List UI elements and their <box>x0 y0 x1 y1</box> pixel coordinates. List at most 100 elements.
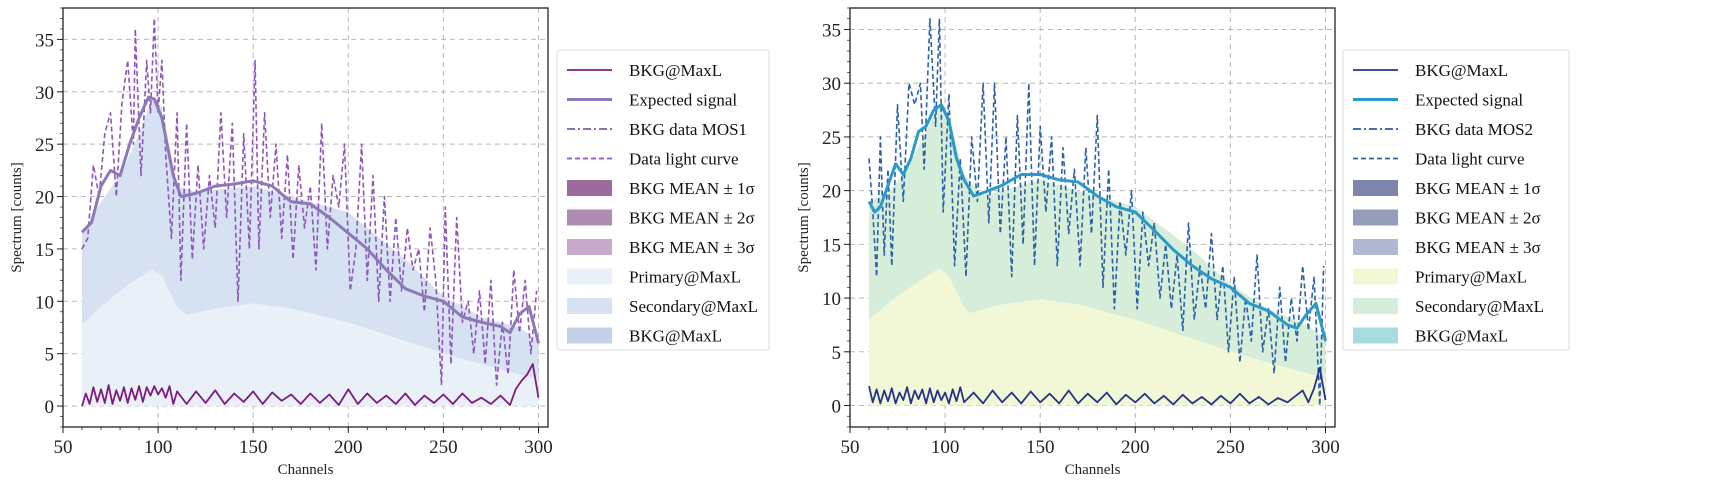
x-tick-label: 100 <box>931 437 960 458</box>
legend-label: BKG MEAN ± 3σ <box>629 238 755 257</box>
legend-frame <box>1342 49 1570 351</box>
legend-label: BKG@MaxL <box>629 61 722 80</box>
legend-swatch <box>567 209 612 226</box>
legend-swatch <box>1353 180 1398 196</box>
legend-swatch <box>1353 209 1398 226</box>
legend-label: BKG@MaxL <box>1415 61 1508 80</box>
primary-area <box>82 269 539 407</box>
legend-label: BKG data MOS2 <box>1415 120 1533 139</box>
legend-swatch <box>567 327 612 344</box>
legend-item: BKG MEAN ± 2σ <box>567 209 755 228</box>
x-tick-label: 150 <box>239 437 268 458</box>
x-axis-label: Channels <box>278 462 334 478</box>
primary-area <box>869 267 1326 406</box>
y-tick-label: 10 <box>822 289 841 310</box>
bkg-maxl-line <box>868 367 1327 406</box>
legend-item: BKG@MaxL <box>567 61 722 80</box>
legend: BKG@MaxL Expected signal BKG data MOS1 Data… <box>556 49 770 351</box>
y-tick-label: 30 <box>35 83 54 104</box>
y-tick-label: 5 <box>45 345 55 366</box>
x-tick-label: 250 <box>1216 437 1245 458</box>
legend-label: BKG MEAN ± 1σ <box>629 179 755 198</box>
legend-label: BKG MEAN ± 3σ <box>1415 238 1541 257</box>
legend-item: Primary@MaxL <box>1353 268 1527 287</box>
legend-label: BKG data MOS1 <box>629 120 747 139</box>
legend-item: Data light curve <box>567 150 739 169</box>
y-tick-label: 25 <box>35 135 54 156</box>
x-tick-label: 200 <box>334 437 363 458</box>
legend-item: BKG@MaxL <box>567 327 722 346</box>
y-tick-label: 5 <box>832 343 842 364</box>
legend-swatch <box>567 180 612 196</box>
x-tick-label: 50 <box>841 437 860 458</box>
y-tick-label: 35 <box>35 30 54 51</box>
legend-item: Expected signal <box>567 91 737 110</box>
legend-label: BKG MEAN ± 1σ <box>1415 179 1541 198</box>
legend-label: Primary@MaxL <box>1415 268 1527 287</box>
legend-label: Expected signal <box>629 91 737 110</box>
chart-panel-right: 50 100 150 200 250 300 0 5 10 15 20 25 30 35 Channels S… <box>796 7 1570 478</box>
legend-label: Secondary@MaxL <box>1415 297 1544 316</box>
plot-area <box>867 17 1327 407</box>
y-tick-label: 15 <box>35 240 54 261</box>
legend-item: BKG@MaxL <box>1353 61 1508 80</box>
x-axis-label: Channels <box>1065 462 1121 478</box>
legend-item: BKG MEAN ± 2σ <box>1353 209 1541 228</box>
legend-item: BKG data MOS2 <box>1353 120 1533 139</box>
y-tick-label: 25 <box>822 128 841 149</box>
y-tick-label: 20 <box>822 182 841 203</box>
x-tick-label: 50 <box>54 437 73 458</box>
legend-item: Expected signal <box>1353 91 1523 110</box>
legend-label: BKG MEAN ± 2σ <box>1415 209 1541 228</box>
legend-item: BKG MEAN ± 1σ <box>567 179 755 198</box>
plot-area <box>80 17 540 407</box>
legend: BKG@MaxL Expected signal BKG data MOS2 Data… <box>1342 49 1570 351</box>
legend-label: BKG MEAN ± 2σ <box>629 209 755 228</box>
expected-signal-line <box>867 103 1327 342</box>
legend-swatch <box>567 239 612 255</box>
x-tick-label: 250 <box>429 437 458 458</box>
legend-swatch <box>1353 268 1398 285</box>
x-tick-label: 200 <box>1121 437 1150 458</box>
x-tick-label: 100 <box>144 437 173 458</box>
legend-label: BKG@MaxL <box>1415 327 1508 346</box>
y-tick-label: 15 <box>822 235 841 256</box>
legend-item: BKG data MOS1 <box>567 120 747 139</box>
legend-label: Data light curve <box>629 150 739 169</box>
legend-item: BKG MEAN ± 3σ <box>1353 238 1541 257</box>
legend-item: Data light curve <box>1353 150 1525 169</box>
legend-swatch <box>1353 239 1398 255</box>
y-tick-label: 0 <box>832 397 842 418</box>
y-axis-label: Spectrum [counts] <box>796 162 812 272</box>
legend-item: Primary@MaxL <box>567 268 741 287</box>
legend-item: BKG@MaxL <box>1353 327 1508 346</box>
y-tick-label: 0 <box>45 397 55 418</box>
legend-label: BKG@MaxL <box>629 327 722 346</box>
legend-label: Secondary@MaxL <box>629 297 758 316</box>
data-light-curve-line <box>81 17 538 386</box>
y-tick-label: 30 <box>822 74 841 95</box>
legend-item: BKG MEAN ± 1σ <box>1353 179 1541 198</box>
legend-label: Expected signal <box>1415 91 1523 110</box>
legend-swatch <box>1353 327 1398 344</box>
legend-item: Secondary@MaxL <box>1353 297 1544 316</box>
legend-swatch <box>567 298 612 314</box>
legend-swatch <box>1353 298 1398 314</box>
x-tick-label: 300 <box>1311 437 1340 458</box>
expected-signal-line <box>80 95 540 344</box>
x-tick-label: 150 <box>1026 437 1055 458</box>
y-tick-label: 20 <box>35 188 54 209</box>
legend-item: Secondary@MaxL <box>567 297 758 316</box>
legend-item: BKG MEAN ± 3σ <box>567 238 755 257</box>
bkg-maxl-line <box>81 363 540 407</box>
legend-swatch <box>567 268 612 285</box>
x-tick-label: 300 <box>524 437 553 458</box>
legend-label: Primary@MaxL <box>629 268 741 287</box>
y-axis-label: Spectrum [counts] <box>9 162 25 272</box>
y-tick-label: 10 <box>35 292 54 313</box>
legend-label: Data light curve <box>1415 150 1525 169</box>
axes-frame <box>849 7 1336 428</box>
chart-panel-left: 50 100 150 200 250 300 0 5 10 15 20 25 30 35 Channels S… <box>9 7 770 478</box>
y-tick-label: 35 <box>822 20 841 41</box>
